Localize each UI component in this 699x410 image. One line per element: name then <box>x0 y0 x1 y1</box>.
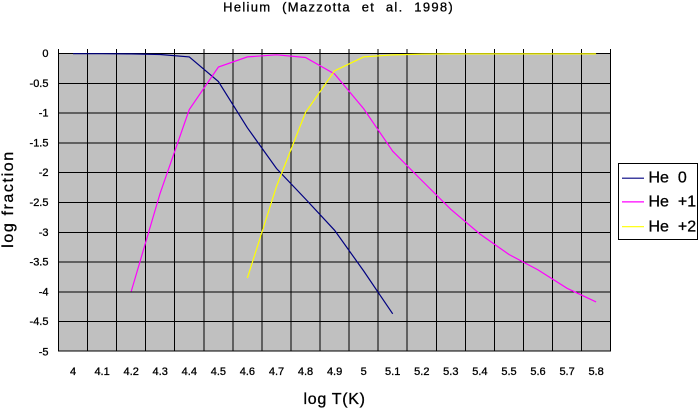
svg-text:4.9: 4.9 <box>327 366 342 378</box>
svg-text:5: 5 <box>361 366 367 378</box>
svg-text:4.6: 4.6 <box>240 366 255 378</box>
svg-text:He +2: He +2 <box>649 218 697 235</box>
svg-text:-5: -5 <box>39 347 49 359</box>
svg-text:5.3: 5.3 <box>443 366 458 378</box>
svg-text:-3.5: -3.5 <box>30 257 49 269</box>
svg-text:4: 4 <box>70 366 76 378</box>
svg-text:5.6: 5.6 <box>530 366 545 378</box>
svg-text:4.8: 4.8 <box>298 366 313 378</box>
svg-text:0: 0 <box>42 48 48 60</box>
svg-text:He 0: He 0 <box>649 170 687 187</box>
svg-text:He +1: He +1 <box>649 194 697 211</box>
svg-text:5.4: 5.4 <box>472 366 487 378</box>
svg-text:Helium (Mazzotta et al. 1998): Helium (Mazzotta et al. 1998) <box>223 0 454 15</box>
svg-text:5.5: 5.5 <box>501 366 516 378</box>
svg-text:-1.5: -1.5 <box>30 137 49 149</box>
svg-text:-0.5: -0.5 <box>30 78 49 90</box>
svg-text:-1: -1 <box>39 108 49 120</box>
svg-text:-4.5: -4.5 <box>30 316 49 328</box>
svg-text:5.8: 5.8 <box>588 366 603 378</box>
svg-text:5.7: 5.7 <box>559 366 574 378</box>
svg-text:log T(K): log T(K) <box>303 391 365 408</box>
svg-text:log fraction: log fraction <box>0 150 17 247</box>
svg-text:4.3: 4.3 <box>153 366 168 378</box>
svg-text:4.1: 4.1 <box>94 366 109 378</box>
svg-text:4.7: 4.7 <box>269 366 284 378</box>
svg-text:4.2: 4.2 <box>124 366 139 378</box>
svg-text:-2.5: -2.5 <box>30 197 49 209</box>
svg-text:4.4: 4.4 <box>182 366 197 378</box>
svg-text:5.1: 5.1 <box>385 366 400 378</box>
svg-text:-4: -4 <box>39 286 49 298</box>
svg-text:4.5: 4.5 <box>211 366 226 378</box>
svg-text:5.2: 5.2 <box>414 366 429 378</box>
svg-text:-3: -3 <box>39 227 49 239</box>
svg-text:-2: -2 <box>39 167 49 179</box>
